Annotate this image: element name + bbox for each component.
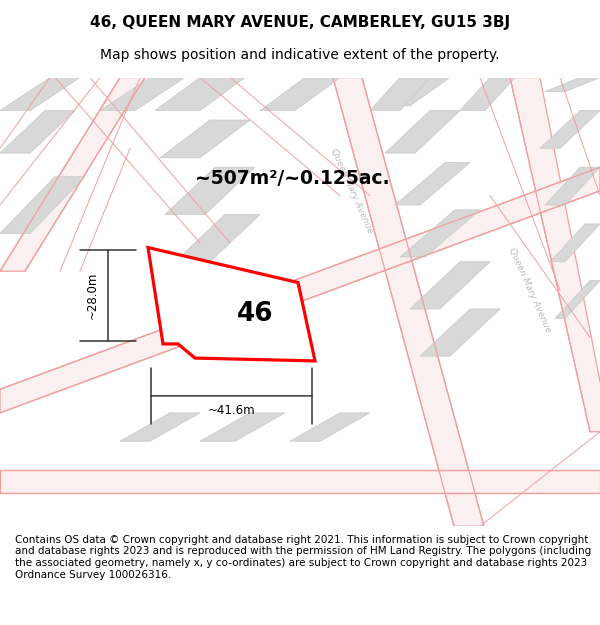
Polygon shape <box>0 168 600 413</box>
Polygon shape <box>100 78 185 111</box>
Polygon shape <box>380 78 450 106</box>
Polygon shape <box>200 413 285 441</box>
Polygon shape <box>510 78 600 432</box>
Polygon shape <box>148 248 315 361</box>
Polygon shape <box>165 168 255 214</box>
Text: Contains OS data © Crown copyright and database right 2021. This information is : Contains OS data © Crown copyright and d… <box>15 535 591 579</box>
Polygon shape <box>290 413 370 441</box>
Polygon shape <box>333 78 484 526</box>
Polygon shape <box>540 111 600 148</box>
Polygon shape <box>260 78 340 111</box>
Polygon shape <box>545 78 600 92</box>
Polygon shape <box>0 469 600 493</box>
Polygon shape <box>0 78 145 271</box>
Text: Queen Mary Avenue: Queen Mary Avenue <box>507 246 553 334</box>
Polygon shape <box>0 78 80 111</box>
Polygon shape <box>0 111 75 153</box>
Text: ~41.6m: ~41.6m <box>208 404 256 418</box>
Polygon shape <box>460 78 515 111</box>
Polygon shape <box>550 224 600 262</box>
Polygon shape <box>155 78 245 111</box>
Text: 46, QUEEN MARY AVENUE, CAMBERLEY, GU15 3BJ: 46, QUEEN MARY AVENUE, CAMBERLEY, GU15 3… <box>90 16 510 31</box>
Polygon shape <box>120 413 200 441</box>
Text: 46: 46 <box>236 301 274 327</box>
Text: Queen Mary Avenue: Queen Mary Avenue <box>329 147 375 234</box>
Polygon shape <box>420 309 500 356</box>
Polygon shape <box>370 78 430 111</box>
Text: ~28.0m: ~28.0m <box>86 272 98 319</box>
Polygon shape <box>170 214 260 266</box>
Polygon shape <box>385 111 460 153</box>
Text: Map shows position and indicative extent of the property.: Map shows position and indicative extent… <box>100 48 500 62</box>
Polygon shape <box>160 120 250 158</box>
Polygon shape <box>555 281 600 318</box>
Polygon shape <box>545 168 600 205</box>
Text: ~507m²/~0.125ac.: ~507m²/~0.125ac. <box>195 169 389 188</box>
Polygon shape <box>395 162 470 205</box>
Polygon shape <box>410 262 490 309</box>
Polygon shape <box>0 177 85 233</box>
Polygon shape <box>400 210 480 257</box>
